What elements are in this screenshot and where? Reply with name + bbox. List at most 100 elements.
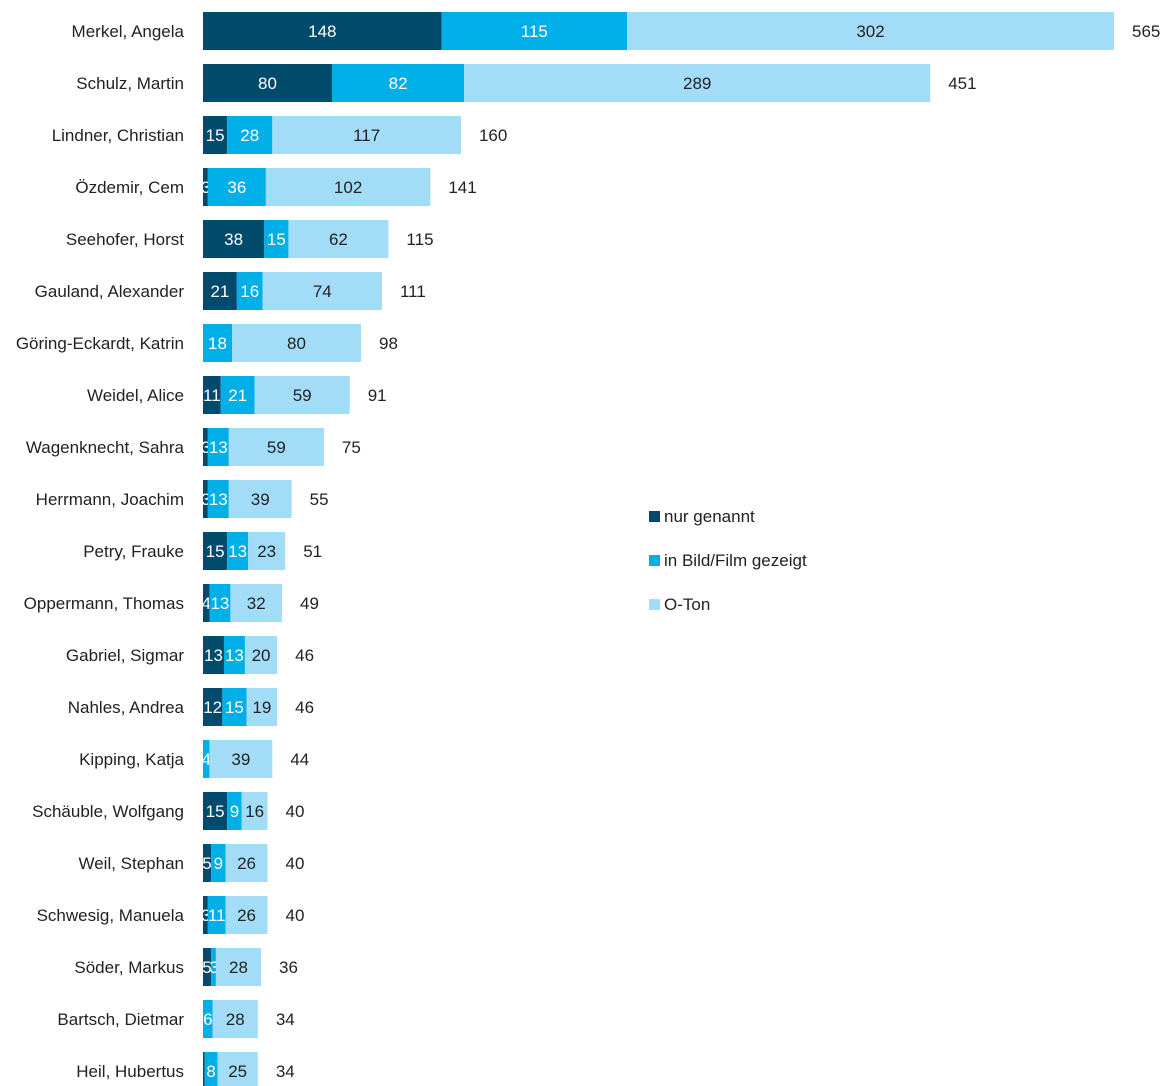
bar-segment-in-bild-film-gezeigt bbox=[211, 844, 226, 882]
bar-segment-nur-genannt bbox=[203, 116, 228, 154]
bar-segment-nur-genannt bbox=[203, 688, 223, 726]
bar-total-label: 111 bbox=[400, 282, 426, 301]
legend-swatch bbox=[649, 511, 660, 522]
bar-segment-in-bild-film-gezeigt bbox=[227, 792, 242, 830]
bar-segment-nur-genannt bbox=[203, 636, 224, 674]
bar-segment-label: 82 bbox=[389, 74, 408, 93]
bar-total-label: 98 bbox=[379, 334, 398, 353]
bar-segment-label: 13 bbox=[225, 646, 244, 665]
bar-segment-label: 5 bbox=[202, 958, 211, 977]
bar-segment-label: 5 bbox=[202, 854, 211, 873]
bar-segment-o-ton bbox=[215, 948, 262, 986]
bar-segment-label: 21 bbox=[210, 282, 229, 301]
bar-segment-nur-genannt bbox=[203, 220, 265, 258]
bar-segment-in-bild-film-gezeigt bbox=[222, 688, 247, 726]
bar-segment-o-ton bbox=[262, 272, 382, 310]
category-label: Herrmann, Joachim bbox=[36, 490, 184, 509]
bar-segment-nur-genannt bbox=[203, 948, 212, 986]
bar-segment-o-ton bbox=[212, 1000, 258, 1038]
bar-segment-o-ton bbox=[241, 792, 268, 830]
bar-segment-label: 80 bbox=[258, 74, 277, 93]
bar-total-label: 46 bbox=[295, 646, 314, 665]
bar-total-label: 141 bbox=[448, 178, 476, 197]
bar-segment-o-ton bbox=[288, 220, 389, 258]
bar-total-label: 46 bbox=[295, 698, 314, 717]
bar-segment-label: 20 bbox=[252, 646, 271, 665]
bar-segment-label: 15 bbox=[206, 126, 225, 145]
bar-segment-label: 59 bbox=[267, 438, 286, 457]
bar-segment-o-ton bbox=[217, 1052, 258, 1086]
category-label: Bartsch, Dietmar bbox=[57, 1010, 184, 1029]
bar-total-label: 51 bbox=[303, 542, 322, 561]
bar-segment-label: 15 bbox=[267, 230, 286, 249]
bar-segment-label: 13 bbox=[228, 542, 247, 561]
category-label: Kipping, Katja bbox=[79, 750, 184, 769]
bar-segment-label: 74 bbox=[313, 282, 332, 301]
bar-total-label: 565 bbox=[1132, 22, 1160, 41]
bar-segment-label: 28 bbox=[229, 958, 248, 977]
bar-segment-label: 9 bbox=[214, 854, 223, 873]
bar-segment-label: 21 bbox=[228, 386, 247, 405]
bar-segment-o-ton bbox=[248, 532, 286, 570]
bar-segment-nur-genannt bbox=[203, 792, 228, 830]
bar-segment-label: 115 bbox=[521, 22, 548, 41]
category-label: Weidel, Alice bbox=[87, 386, 184, 405]
bar-total-label: 40 bbox=[285, 906, 304, 925]
bar-segment-o-ton bbox=[464, 64, 931, 102]
bar-segment-nur-genannt bbox=[203, 532, 228, 570]
bar-segment-label: 25 bbox=[228, 1062, 247, 1081]
bar-segment-label: 39 bbox=[251, 490, 270, 509]
bar-segment-nur-genannt bbox=[203, 584, 210, 622]
category-label: Petry, Frauke bbox=[83, 542, 184, 561]
bar-segment-o-ton bbox=[244, 636, 278, 674]
bar-total-label: 49 bbox=[300, 594, 319, 613]
bar-total-label: 91 bbox=[368, 386, 387, 405]
bar-segment-label: 18 bbox=[208, 334, 227, 353]
bar-segment-in-bild-film-gezeigt bbox=[203, 324, 233, 362]
legend-swatch bbox=[649, 599, 660, 610]
bar-segment-in-bild-film-gezeigt bbox=[223, 636, 245, 674]
category-label: Özdemir, Cem bbox=[75, 178, 184, 197]
category-label: Weil, Stephan bbox=[78, 854, 184, 873]
bar-segment-label: 28 bbox=[226, 1010, 245, 1029]
bar-segment-label: 11 bbox=[203, 386, 221, 405]
bar-segment-in-bild-film-gezeigt bbox=[207, 480, 229, 518]
bar-segment-label: 3 bbox=[201, 438, 210, 457]
category-label: Söder, Markus bbox=[74, 958, 184, 977]
bar-segment-label: 13 bbox=[204, 646, 223, 665]
bar-segment-in-bild-film-gezeigt bbox=[207, 896, 226, 934]
bar-total-label: 34 bbox=[276, 1010, 295, 1029]
bar-segment-label: 16 bbox=[245, 802, 264, 821]
category-label: Gabriel, Sigmar bbox=[66, 646, 184, 665]
bar-segment-in-bild-film-gezeigt bbox=[331, 64, 465, 102]
bar-segment-label: 8 bbox=[206, 1062, 215, 1081]
bar-segment-label: 23 bbox=[257, 542, 276, 561]
bar-segment-in-bild-film-gezeigt bbox=[227, 116, 273, 154]
bar-segment-nur-genannt bbox=[203, 1052, 205, 1086]
bar-total-label: 40 bbox=[285, 802, 304, 821]
bar-segment-label: 36 bbox=[227, 178, 246, 197]
bar-segment-label: 3 bbox=[201, 178, 210, 197]
bar-segment-label: 62 bbox=[329, 230, 348, 249]
category-label: Seehofer, Horst bbox=[66, 230, 184, 249]
bar-segment-label: 102 bbox=[334, 178, 362, 197]
bar-segment-label: 3 bbox=[209, 958, 218, 977]
bar-total-label: 160 bbox=[479, 126, 507, 145]
category-label: Schwesig, Manuela bbox=[37, 906, 185, 925]
bar-segment-label: 9 bbox=[230, 802, 239, 821]
category-label: Lindner, Christian bbox=[52, 126, 184, 145]
bar-segment-in-bild-film-gezeigt bbox=[209, 584, 231, 622]
category-label: Nahles, Andrea bbox=[68, 698, 185, 717]
bar-segment-label: 16 bbox=[240, 282, 259, 301]
bar-segment-in-bild-film-gezeigt bbox=[204, 1052, 218, 1086]
bar-segment-label: 15 bbox=[206, 802, 225, 821]
bar-segment-label: 39 bbox=[231, 750, 250, 769]
bar-segment-o-ton bbox=[254, 376, 350, 414]
bar-segment-in-bild-film-gezeigt bbox=[203, 740, 210, 778]
bar-total-label: 451 bbox=[948, 74, 976, 93]
bar-segment-in-bild-film-gezeigt bbox=[441, 12, 628, 50]
category-label: Gauland, Alexander bbox=[35, 282, 185, 301]
bar-segment-label: 15 bbox=[225, 698, 244, 717]
